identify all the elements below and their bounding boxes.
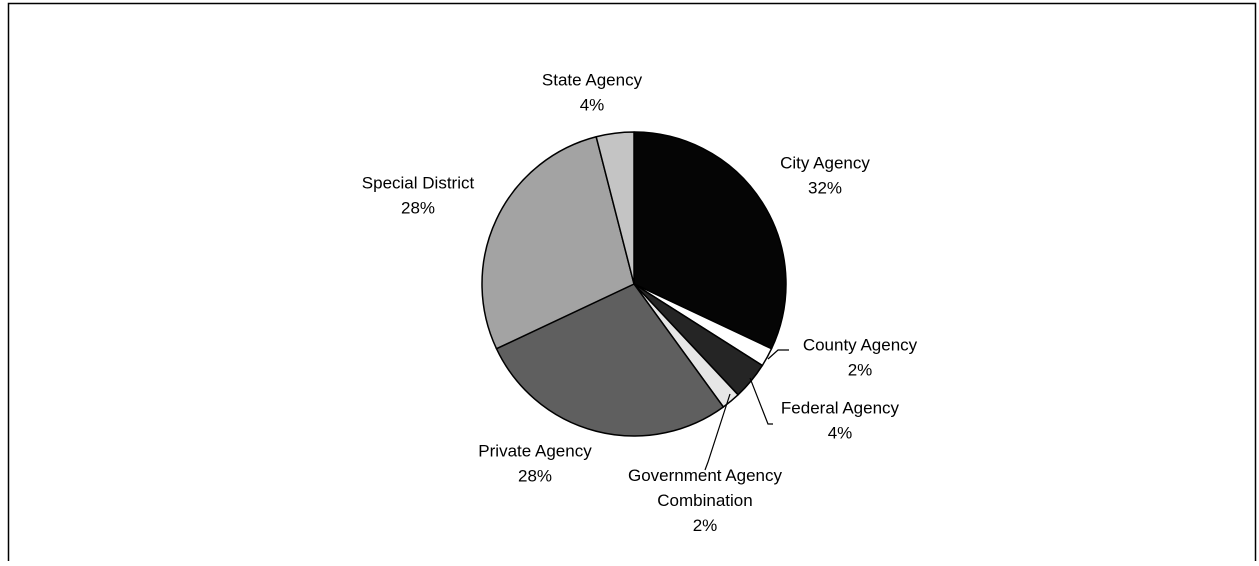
slice-label-government-agency-combination: Government Agency Combination 2%: [628, 466, 783, 535]
slice-label-name: Special District: [362, 174, 475, 193]
pie-slice-state-agency: [595, 131, 635, 285]
slice-label-state-agency: State Agency 4%: [542, 71, 643, 115]
slice-label-percent: 28%: [518, 467, 552, 486]
pie-slice-special-district: [481, 136, 635, 350]
slice-label-federal-agency: Federal Agency 4%: [781, 399, 900, 443]
slice-label-name: Federal Agency: [781, 399, 900, 418]
leader-line-government-agency-combination: [704, 393, 731, 471]
leader-lines: [704, 349, 789, 471]
slice-label-name: City Agency: [780, 154, 870, 173]
slice-label-percent: 4%: [828, 424, 853, 443]
slice-label-percent: 28%: [401, 199, 435, 218]
chart-border: [7, 2, 1257, 561]
slice-label-percent: 4%: [580, 96, 605, 115]
slice-label-name: Combination: [657, 491, 752, 510]
slice-label-private-agency: Private Agency 28%: [478, 442, 592, 486]
pie-slice-private-agency: [495, 283, 725, 437]
slice-label-county-agency: County Agency 2%: [803, 336, 918, 380]
slice-label-city-agency: City Agency 32%: [780, 154, 870, 198]
leader-line-federal-agency: [749, 377, 773, 425]
slice-labels: City Agency 32% County Agency 2% Federal Age…: [362, 71, 918, 536]
slice-label-percent: 2%: [693, 516, 718, 535]
slice-label-name: County Agency: [803, 336, 918, 355]
slice-label-percent: 32%: [808, 179, 842, 198]
pie-slice-city-agency: [633, 131, 787, 350]
slice-label-name: Government Agency: [628, 466, 783, 485]
slice-label-name: Private Agency: [478, 442, 592, 461]
leader-line-county-agency: [767, 349, 789, 360]
pie-slices: [481, 131, 787, 437]
slice-label-name: State Agency: [542, 71, 643, 90]
slice-label-special-district: Special District 28%: [362, 174, 475, 218]
slice-label-percent: 2%: [848, 361, 873, 380]
